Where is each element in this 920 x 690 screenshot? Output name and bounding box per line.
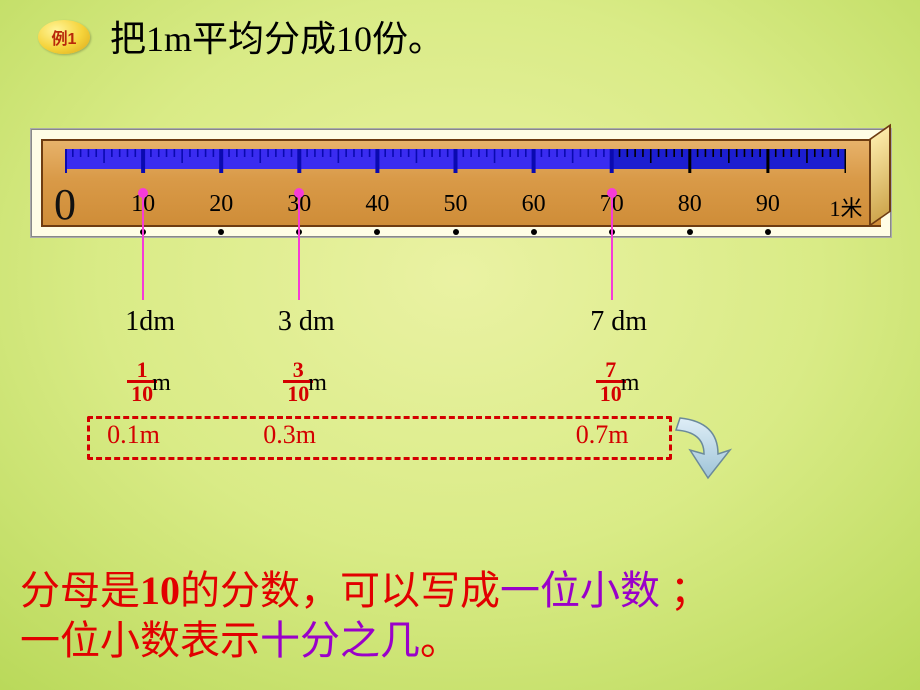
fraction-unit-1: m	[308, 370, 327, 397]
ruler-end-label: 1米	[829, 191, 862, 223]
page-title: 把1m平均分成10份。	[110, 10, 444, 62]
ruler-dot	[374, 229, 380, 235]
conclusion-line-2: 一位小数表示十分之几。	[20, 608, 460, 666]
ruler-end-cap	[869, 124, 891, 227]
l1-pre: 分母是	[20, 568, 140, 613]
pointer-1	[298, 192, 300, 300]
ruler-mark-20: 20	[209, 191, 233, 218]
dm-label-1: 3 dm	[278, 306, 335, 338]
decimal-2: 0.7m	[576, 420, 629, 450]
ruler-dot	[765, 229, 771, 235]
fraction-unit-0: m	[152, 370, 171, 397]
ruler-dot	[453, 229, 459, 235]
ruler-mark-90: 90	[756, 191, 780, 218]
decimal-0: 0.1m	[107, 420, 160, 450]
example-badge: 例1	[38, 20, 90, 54]
curve-arrow-icon	[660, 410, 740, 490]
ruler: 01020304050607080901米	[30, 128, 892, 238]
l2-pre: 一位小数表示	[20, 618, 260, 663]
ruler-zero: 0	[54, 179, 76, 230]
l1-purple: 一位小数	[500, 568, 660, 613]
example-badge-text: 例1	[52, 25, 77, 49]
ruler-ticks	[65, 149, 846, 185]
l2-end: 。	[420, 618, 460, 663]
ruler-dot	[687, 229, 693, 235]
ruler-dot	[531, 229, 537, 235]
fraction-unit-2: m	[621, 370, 640, 397]
ruler-mark-80: 80	[678, 191, 702, 218]
ruler-numbers: 01020304050607080901米	[65, 185, 846, 225]
dm-label-0: 1dm	[125, 306, 175, 338]
pointer-2	[611, 192, 613, 300]
dm-label-2: 7 dm	[590, 306, 647, 338]
ruler-mark-50: 50	[444, 191, 468, 218]
ruler-mark-60: 60	[522, 191, 546, 218]
ruler-mark-40: 40	[365, 191, 389, 218]
l1-mid: 的分数，可以写成	[180, 568, 500, 613]
pointer-0	[142, 192, 144, 300]
ruler-dot	[218, 229, 224, 235]
l2-purple: 十分之几	[260, 618, 420, 663]
l1-end: ；	[660, 568, 710, 613]
decimal-1: 0.3m	[263, 420, 316, 450]
l1-num: 10	[140, 568, 180, 613]
